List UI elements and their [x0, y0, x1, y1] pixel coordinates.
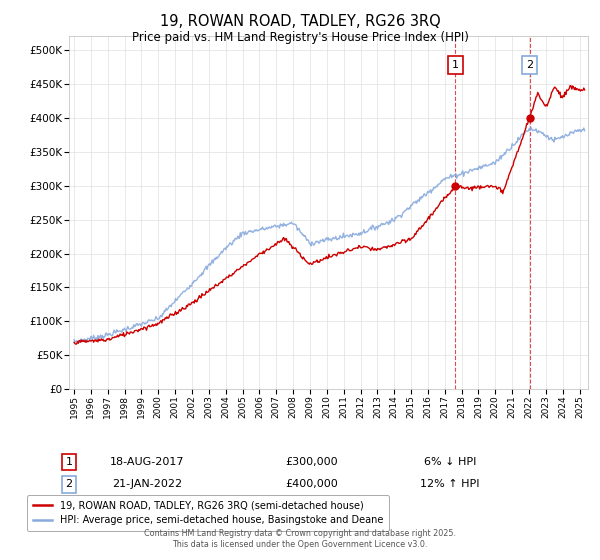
- Text: 12% ↑ HPI: 12% ↑ HPI: [420, 479, 480, 489]
- Text: 21-JAN-2022: 21-JAN-2022: [112, 479, 182, 489]
- Text: 2: 2: [526, 60, 533, 70]
- Text: 19, ROWAN ROAD, TADLEY, RG26 3RQ: 19, ROWAN ROAD, TADLEY, RG26 3RQ: [160, 14, 440, 29]
- Legend: 19, ROWAN ROAD, TADLEY, RG26 3RQ (semi-detached house), HPI: Average price, semi: 19, ROWAN ROAD, TADLEY, RG26 3RQ (semi-d…: [27, 494, 389, 531]
- Text: 6% ↓ HPI: 6% ↓ HPI: [424, 457, 476, 467]
- Text: £400,000: £400,000: [286, 479, 338, 489]
- Text: 1: 1: [452, 60, 459, 70]
- Text: 18-AUG-2017: 18-AUG-2017: [110, 457, 184, 467]
- Text: Contains HM Land Registry data © Crown copyright and database right 2025.
This d: Contains HM Land Registry data © Crown c…: [144, 529, 456, 549]
- Text: £300,000: £300,000: [286, 457, 338, 467]
- Text: 2: 2: [65, 479, 73, 489]
- Text: 1: 1: [65, 457, 73, 467]
- Text: Price paid vs. HM Land Registry's House Price Index (HPI): Price paid vs. HM Land Registry's House …: [131, 31, 469, 44]
